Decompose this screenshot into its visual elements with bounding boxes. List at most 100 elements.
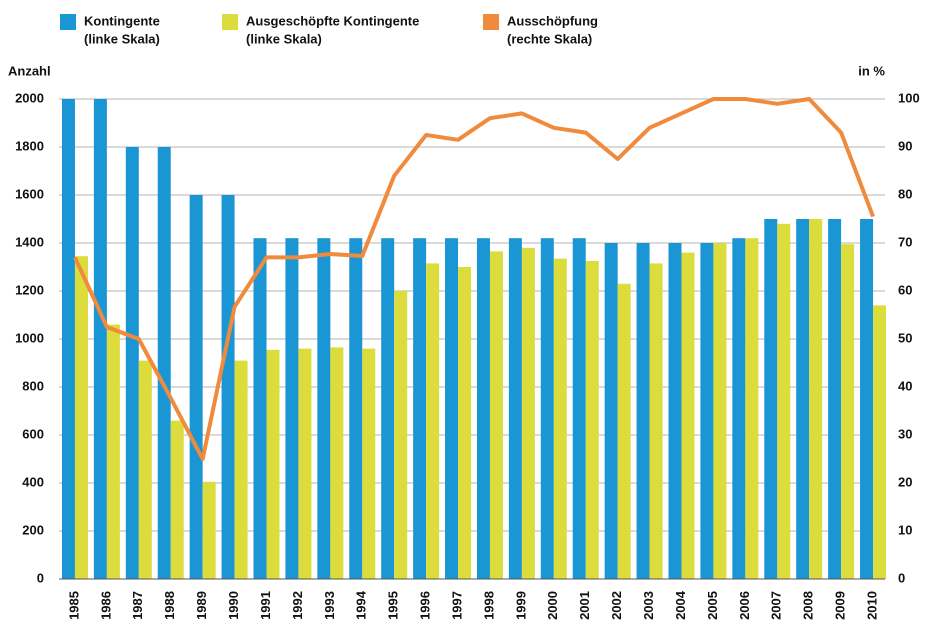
x-tick-label: 2001	[577, 591, 592, 620]
bar	[572, 238, 586, 579]
y2-tick-label: 80	[898, 186, 912, 201]
line	[73, 97, 875, 461]
bar	[553, 258, 567, 579]
legend-sublabel: (rechte Skala)	[507, 31, 592, 46]
bar	[170, 420, 184, 579]
bar	[617, 283, 631, 579]
x-tick-label: 2005	[705, 591, 720, 620]
x-tick-label: 2010	[864, 591, 879, 620]
bar	[253, 238, 267, 579]
x-tick-label: 1997	[449, 591, 464, 620]
y-tick-label: 1000	[15, 330, 44, 345]
y-tick-label: 1600	[15, 186, 44, 201]
bar	[221, 195, 235, 579]
y2-tick-label: 10	[898, 522, 912, 537]
bar	[317, 238, 331, 579]
legend-label: Ausgeschöpfte Kontingente	[246, 13, 419, 28]
bar	[636, 243, 650, 579]
y-tick-label: 1400	[15, 234, 44, 249]
x-tick-label: 2006	[737, 591, 752, 620]
y2-axis-label: in %	[858, 63, 885, 78]
y-tick-label: 800	[22, 378, 44, 393]
legend-label: Kontingente	[84, 13, 160, 28]
legend-label: Ausschöpfung	[507, 13, 598, 28]
legend-swatch	[60, 14, 76, 30]
y-tick-label: 1200	[15, 282, 44, 297]
bar	[476, 238, 490, 579]
bar	[796, 219, 810, 579]
bar	[285, 238, 299, 579]
bar	[202, 481, 216, 579]
bar	[828, 219, 842, 579]
y-tick-label: 400	[22, 474, 44, 489]
bar	[777, 223, 791, 580]
bar	[521, 247, 535, 580]
bar	[508, 238, 522, 579]
y2-tick-label: 90	[898, 138, 912, 153]
y2-tick-label: 0	[898, 570, 905, 585]
bar	[540, 238, 554, 579]
y2-tick-label: 50	[898, 330, 912, 345]
bar	[93, 99, 107, 579]
x-tick-label: 2003	[641, 591, 656, 620]
y2-tick-label: 100	[898, 90, 920, 105]
x-tick-label: 1988	[162, 591, 177, 620]
bar	[74, 256, 88, 579]
bar	[745, 238, 759, 579]
y-tick-label: 600	[22, 426, 44, 441]
x-tick-label: 1996	[418, 591, 433, 620]
y2-tick-label: 60	[898, 282, 912, 297]
y-axis-label: Anzahl	[8, 63, 51, 78]
x-tick-label: 1994	[354, 590, 369, 620]
bar	[604, 243, 618, 579]
y2-tick-label: 40	[898, 378, 912, 393]
bar	[668, 243, 682, 579]
bar	[764, 219, 778, 579]
bar	[681, 252, 695, 579]
x-tick-label: 1992	[290, 591, 305, 620]
x-tick-label: 1989	[194, 591, 209, 620]
bar	[106, 324, 120, 579]
legend-sublabel: (linke Skala)	[84, 31, 160, 46]
x-tick-label: 2004	[673, 590, 688, 620]
bar	[125, 147, 139, 579]
legend-swatch	[483, 14, 499, 30]
x-tick-label: 1986	[98, 591, 113, 620]
x-tick-label: 1991	[258, 591, 273, 620]
bar	[157, 147, 171, 579]
bar	[138, 360, 152, 579]
y2-tick-label: 20	[898, 474, 912, 489]
x-tick-label: 1999	[513, 591, 528, 620]
bar	[234, 360, 248, 579]
x-tick-label: 1987	[130, 591, 145, 620]
x-tick-label: 2002	[609, 591, 624, 620]
bar	[809, 219, 823, 579]
bar	[458, 267, 472, 579]
bar	[189, 195, 203, 579]
x-tick-label: 1990	[226, 591, 241, 620]
bar	[649, 263, 663, 579]
bar	[298, 348, 312, 579]
bar	[362, 348, 376, 579]
x-tick-label: 2007	[769, 591, 784, 620]
y2-tick-label: 70	[898, 234, 912, 249]
x-tick-label: 1998	[481, 591, 496, 620]
bar	[585, 261, 599, 579]
y-tick-label: 2000	[15, 90, 44, 105]
y2-tick-label: 30	[898, 426, 912, 441]
x-tick-label: 1995	[386, 591, 401, 620]
bar	[413, 238, 427, 579]
bar	[873, 305, 887, 579]
x-tick-label: 2000	[545, 591, 560, 620]
bar	[841, 244, 855, 579]
bar	[445, 238, 459, 579]
bar	[381, 238, 395, 579]
y-tick-label: 1800	[15, 138, 44, 153]
y-tick-label: 200	[22, 522, 44, 537]
bar	[330, 347, 344, 579]
bar	[349, 238, 363, 579]
bar	[394, 291, 408, 579]
bar	[266, 349, 280, 579]
y-tick-label: 0	[37, 570, 44, 585]
